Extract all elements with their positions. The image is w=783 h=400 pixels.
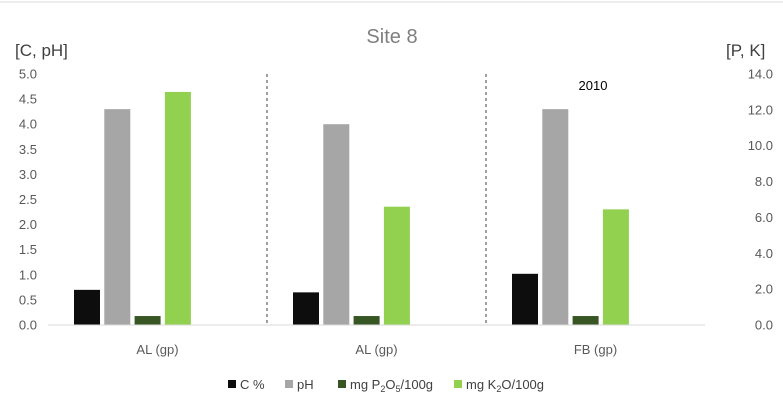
y-left-tick-label: 0.5 <box>19 292 37 307</box>
chart-title: Site 8 <box>366 26 417 48</box>
bars <box>74 91 629 325</box>
y-left-tick-label: 2.5 <box>19 192 37 207</box>
category-label: AL (gp) <box>136 342 178 357</box>
y-right-tick-label: 12.0 <box>748 102 773 117</box>
y-right-tick-label: 2.0 <box>755 282 773 297</box>
legend-label: pH <box>297 377 314 392</box>
bar-mg-k2o-100g-1 <box>164 91 191 325</box>
y-left-tick-label: 2.0 <box>19 217 37 232</box>
legend-swatch <box>228 380 236 388</box>
bar-mg-p2o5-100g-1 <box>134 316 161 325</box>
legend-swatch <box>285 380 293 388</box>
bar-mg-p2o5-100g-2 <box>353 316 380 325</box>
y-left-tick-label: 4.0 <box>19 117 37 132</box>
bar-ph-1 <box>104 109 131 325</box>
legend-item: pH <box>285 377 314 392</box>
legend-label: mg P2O5/100g <box>350 377 433 394</box>
bar-mg-p2o5-100g-3 <box>572 316 599 325</box>
bar-c--3 <box>512 273 538 325</box>
y-left-tick-label: 5.0 <box>19 67 37 82</box>
annotation-year: 2010 <box>579 78 608 93</box>
y-left-tick-label: 1.0 <box>19 267 37 282</box>
category-labels: AL (gp) AL (gp) FB (gp) <box>136 342 617 357</box>
y-left-tick-label: 0.0 <box>19 318 37 333</box>
y-left-tick-label: 3.5 <box>19 142 37 157</box>
y-right-tick-label: 6.0 <box>755 210 773 225</box>
legend: C % pH mg P2O5/100g mg K2O/100g <box>228 377 544 394</box>
y-left-tick-label: 4.5 <box>19 92 37 107</box>
y-left-tick-label: 1.5 <box>19 242 37 257</box>
y-left-tick-label: 3.0 <box>19 167 37 182</box>
y-right-tick-label: 0.0 <box>755 318 773 333</box>
y-left-tick-labels: 0.0 0.5 1.0 1.5 2.0 2.5 3.0 3.5 4.0 4.5 5.0 <box>19 67 37 333</box>
group-separators <box>266 74 487 325</box>
bar-c--2 <box>293 292 319 325</box>
bar-ph-3 <box>542 109 569 325</box>
y-right-tick-label: 14.0 <box>748 67 773 82</box>
legend-item: mg P2O5/100g <box>338 377 433 394</box>
category-label: FB (gp) <box>574 342 617 357</box>
legend-item: C % <box>228 377 265 392</box>
legend-label: mg K2O/100g <box>466 377 544 394</box>
legend-item: mg K2O/100g <box>454 377 544 394</box>
category-label: AL (gp) <box>355 342 397 357</box>
y-right-tick-label: 8.0 <box>755 174 773 189</box>
bar-mg-k2o-100g-3 <box>602 209 629 325</box>
y-right-tick-labels: 0.0 2.0 4.0 6.0 8.0 10.0 12.0 14.0 <box>748 67 773 333</box>
bar-ph-2 <box>323 124 350 325</box>
legend-swatch <box>454 380 462 388</box>
y-right-tick-label: 10.0 <box>748 138 773 153</box>
y-right-axis-title: [P, K] <box>726 41 765 60</box>
bar-c--1 <box>74 289 100 325</box>
bar-mg-k2o-100g-2 <box>383 206 410 325</box>
y-left-axis-title: [C, pH] <box>15 41 68 60</box>
legend-label: C % <box>240 377 265 392</box>
y-right-tick-label: 4.0 <box>755 246 773 261</box>
legend-swatch <box>338 380 346 388</box>
